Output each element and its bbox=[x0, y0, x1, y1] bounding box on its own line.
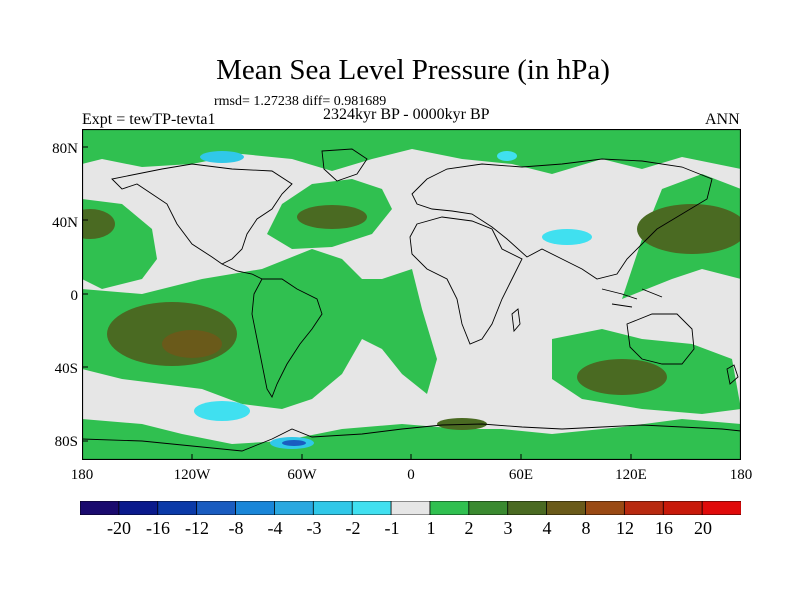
colorbar-swatch bbox=[429, 501, 470, 515]
lat-label-40s: 40S bbox=[54, 361, 78, 377]
colorbar-label: -12 bbox=[185, 518, 209, 538]
colorbar-label: 16 bbox=[655, 518, 673, 538]
colorbar-label: -1 bbox=[384, 518, 400, 538]
lat-label-80s: 80S bbox=[54, 434, 78, 450]
lon-label-180e: 180 bbox=[729, 467, 753, 483]
time-period-label: 2324kyr BP - 0000kyr BP bbox=[323, 106, 490, 123]
lon-label-60e: 60E bbox=[508, 467, 534, 483]
pressure-difference-map bbox=[82, 129, 741, 460]
north-atlantic-high-anomaly bbox=[297, 205, 367, 229]
lon-label-120e: 120E bbox=[615, 467, 647, 483]
south-pacific-core-anomaly bbox=[162, 330, 222, 358]
southern-ocean-positive-region bbox=[82, 249, 437, 409]
central-america-coast bbox=[221, 263, 263, 280]
antarctica-coast bbox=[82, 423, 741, 452]
colorbar-swatch bbox=[235, 501, 276, 515]
australia-coast bbox=[626, 313, 695, 365]
colorbar-label: -2 bbox=[345, 518, 361, 538]
season-label: ANN bbox=[705, 111, 740, 128]
lat-label-40n: 40N bbox=[52, 215, 78, 231]
colorbar-swatch bbox=[157, 501, 198, 515]
colorbar-label: -16 bbox=[146, 518, 170, 538]
europe-asia-coast bbox=[411, 158, 713, 280]
south-atlantic-low-anomaly bbox=[194, 401, 250, 421]
greenland-coast bbox=[321, 148, 368, 182]
lon-label-180w: 180 bbox=[70, 467, 94, 483]
arctic-positive-region bbox=[82, 129, 741, 174]
colorbar-label: 2 bbox=[464, 518, 474, 538]
colorbar-swatch bbox=[662, 501, 703, 515]
colorbar-swatch bbox=[118, 501, 159, 515]
rmsd-diff-stats: rmsd= 1.27238 diff= 0.981689 bbox=[214, 94, 387, 109]
colorbar-label: -4 bbox=[267, 518, 283, 538]
colorbar-swatch bbox=[546, 501, 587, 515]
colorbar bbox=[80, 501, 741, 515]
lat-label-equator: 0 bbox=[70, 288, 79, 304]
maritime-continent-coast bbox=[601, 288, 663, 308]
colorbar-swatch bbox=[390, 501, 431, 515]
colorbar-swatch bbox=[274, 501, 314, 515]
antarctic-deep-low-anomaly bbox=[282, 440, 306, 446]
colorbar-label: 4 bbox=[542, 518, 552, 538]
colorbar-swatch bbox=[507, 501, 548, 515]
colorbar-swatch bbox=[623, 501, 664, 515]
experiment-label: Expt = tewTP-tevta1 bbox=[82, 111, 216, 128]
colorbar-swatch bbox=[312, 501, 353, 515]
colorbar-label: 8 bbox=[581, 518, 591, 538]
colorbar-label: 3 bbox=[503, 518, 513, 538]
lon-label-120w: 120W bbox=[173, 467, 211, 483]
colorbar-label: -3 bbox=[306, 518, 322, 538]
colorbar-swatch bbox=[196, 501, 237, 515]
arctic-low-anomaly bbox=[497, 151, 517, 161]
antarctic-olive-patch bbox=[437, 418, 487, 430]
africa-coast bbox=[409, 216, 523, 345]
colorbar-label: 1 bbox=[426, 518, 436, 538]
greenland-low-anomaly bbox=[200, 151, 244, 163]
map-title: Mean Sea Level Pressure (in hPa) bbox=[216, 54, 610, 86]
colorbar-swatch bbox=[80, 501, 120, 515]
south-indian-high-anomaly bbox=[577, 359, 667, 395]
lon-label-0: 0 bbox=[407, 467, 415, 483]
colorbar-swatch bbox=[468, 501, 509, 515]
colorbar-label: -8 bbox=[228, 518, 244, 538]
new-zealand-coast bbox=[726, 364, 739, 385]
south-america-coast bbox=[251, 278, 323, 399]
axis-ticks bbox=[82, 146, 632, 460]
colorbar-label: -20 bbox=[107, 518, 131, 538]
antarctic-positive-region bbox=[82, 419, 741, 460]
north-pacific-high-anomaly bbox=[82, 209, 115, 239]
lat-label-80n: 80N bbox=[52, 141, 78, 157]
colorbar-swatch bbox=[585, 501, 626, 515]
colorbar-swatch bbox=[701, 501, 741, 515]
colorbar-label: 12 bbox=[616, 518, 634, 538]
lon-label-60w: 60W bbox=[287, 467, 317, 483]
asia-low-anomaly bbox=[542, 229, 592, 245]
northwest-pacific-high-anomaly bbox=[637, 204, 741, 254]
madagascar-coast bbox=[511, 308, 521, 333]
colorbar-swatch bbox=[351, 501, 392, 515]
north-america-coast bbox=[111, 163, 293, 265]
colorbar-label: 20 bbox=[694, 518, 712, 538]
coastlines bbox=[82, 148, 741, 452]
